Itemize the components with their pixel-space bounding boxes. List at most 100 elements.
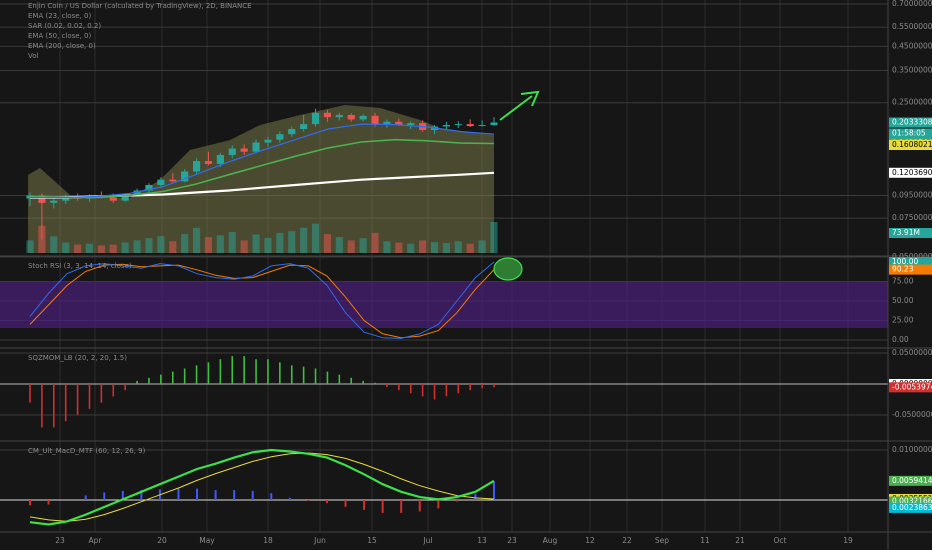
volume-bar — [288, 231, 296, 253]
volume-bar — [371, 232, 379, 253]
volume-bar — [430, 242, 439, 253]
candle-body — [38, 195, 46, 203]
indicator-label: SAR (0.02, 0.02, 0.2) — [28, 22, 101, 30]
legend: Enjin Coin / US Dollar (calculated by Tr… — [28, 2, 252, 455]
volume-label-box — [889, 228, 932, 238]
price-label: -0.00539742 — [892, 382, 932, 391]
time-label: 19 — [843, 536, 853, 545]
time-label: 18 — [263, 536, 273, 545]
time-label: 12 — [585, 536, 595, 545]
time-label: 11 — [700, 536, 710, 545]
price-label: 0.12036900 — [892, 168, 932, 177]
volume-bar — [478, 240, 486, 253]
volume-bar — [50, 236, 58, 253]
volume-label: 73.91M — [892, 228, 920, 237]
axis-label: 0.05000000 — [892, 348, 932, 357]
highlight-ellipse — [493, 257, 523, 281]
candle-body — [169, 179, 177, 182]
price-label-box — [889, 382, 932, 393]
volume-bar — [62, 242, 70, 253]
candle-body — [323, 112, 332, 118]
candle-body — [204, 161, 213, 164]
candle-body — [62, 196, 70, 201]
candle-body — [395, 121, 403, 126]
volume-bar — [228, 232, 236, 253]
candle-body — [181, 171, 189, 182]
candle-body — [311, 112, 320, 125]
pane-title: CM_Ult_MacD_MTF (60, 12, 26, 9) — [28, 447, 146, 455]
time-label: 22 — [622, 536, 632, 545]
countdown: 01:58:05 — [892, 129, 926, 138]
countdown-box — [889, 128, 932, 139]
ema-23 — [30, 123, 495, 199]
volume-bar — [311, 223, 320, 253]
time-label: 20 — [157, 536, 167, 545]
time-label: Jun — [313, 536, 326, 545]
price-label-box — [889, 475, 932, 486]
volume-bar — [490, 221, 498, 253]
time-label: Aug — [543, 536, 558, 545]
volume-bar — [395, 242, 403, 253]
volume-bar — [264, 237, 272, 253]
time-label: 13 — [477, 536, 487, 545]
candle-body — [383, 121, 391, 125]
volume-bar — [347, 240, 355, 253]
candle-body — [276, 134, 284, 140]
arrow — [499, 90, 540, 121]
volume-bar — [26, 240, 34, 253]
volume-bar — [133, 240, 141, 253]
volume-bar — [204, 237, 213, 253]
plot — [26, 108, 498, 526]
volume-bar — [300, 227, 308, 253]
time-label: 23 — [507, 536, 517, 545]
candle-body — [228, 148, 236, 155]
volume-bar — [85, 243, 94, 253]
candle-body — [300, 124, 308, 130]
symbol-title: Enjin Coin / US Dollar (calculated by Tr… — [28, 2, 252, 10]
stoch-band — [0, 282, 888, 328]
macd-signal — [29, 452, 495, 522]
candle-body — [252, 142, 260, 152]
price-label-box — [889, 117, 932, 128]
volume-bar — [252, 234, 260, 253]
axis-label: -0.05000000 — [892, 410, 932, 419]
candle-body — [347, 114, 355, 120]
volume-bar — [192, 227, 201, 253]
candle-body — [407, 123, 415, 126]
volume-bar — [121, 242, 129, 253]
axis-label: 0.05000000 — [892, 252, 932, 261]
candle-body — [240, 148, 248, 152]
price-label: 0.00321665 — [892, 497, 932, 506]
candle-body — [157, 179, 165, 185]
volume-bar — [442, 242, 450, 253]
volume-bar — [169, 241, 177, 253]
time-label: 21 — [735, 536, 745, 545]
candle-body — [490, 122, 498, 126]
macd-line — [29, 448, 495, 526]
indicator-label: EMA (23, close, 0) — [28, 12, 91, 20]
time-label: Sep — [655, 536, 669, 545]
price-label: 0.00238631 — [892, 503, 932, 512]
price-label-box — [889, 502, 932, 513]
candle-body — [454, 124, 462, 126]
candle-body — [371, 115, 379, 125]
candle-body — [466, 124, 474, 127]
price-label-box — [889, 496, 932, 507]
volume-bar — [323, 234, 332, 253]
volume-bar — [466, 243, 474, 253]
volume-bar — [157, 236, 165, 253]
volume-bar — [359, 238, 367, 253]
price-label: 90.23 — [892, 265, 914, 274]
volume-bar — [335, 237, 343, 253]
volume-bar — [97, 245, 105, 253]
axis-label: 25.00 — [892, 316, 914, 325]
price-label-box — [889, 140, 932, 151]
indicator-label: EMA (200, close, 0) — [28, 42, 96, 50]
candle-body — [359, 115, 367, 120]
stoch-k — [29, 261, 495, 339]
